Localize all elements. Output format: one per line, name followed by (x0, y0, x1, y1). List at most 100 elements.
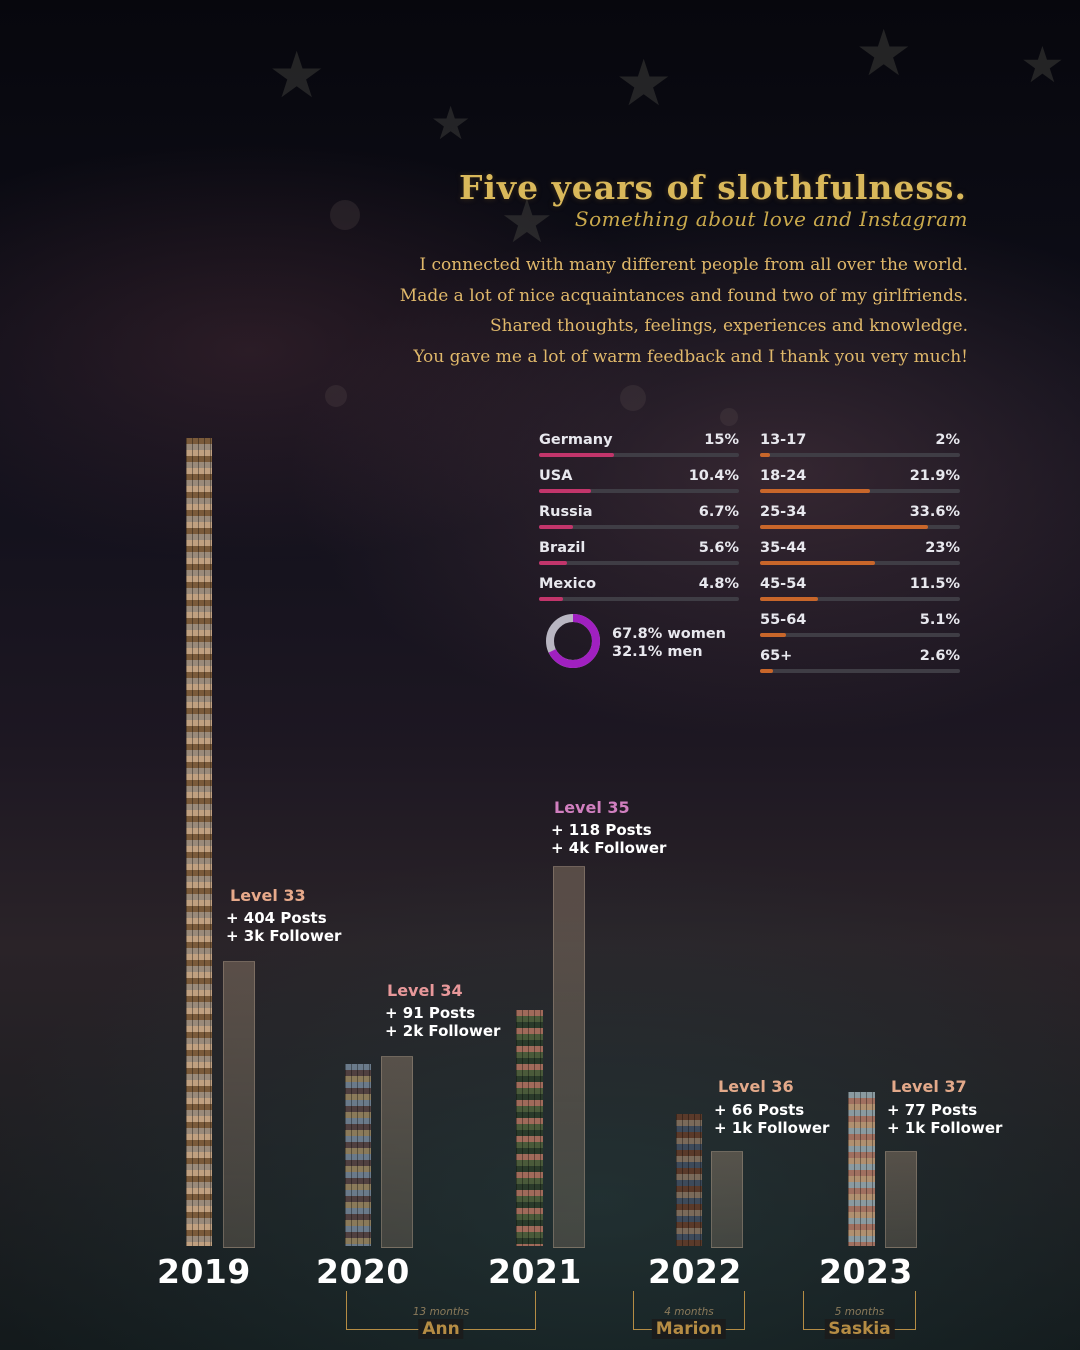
donut-women-arc (546, 614, 600, 668)
donut-chart (546, 614, 600, 668)
age-track (760, 561, 960, 565)
intro-text: I connected with many different people f… (400, 252, 968, 374)
age-row: 25-34 33.6% (760, 504, 960, 540)
relationship-bracket: 4 months Marion (633, 1291, 745, 1339)
country-bar (539, 489, 591, 493)
posts-gain: + 118 Posts (551, 821, 652, 839)
followers-gain: + 4k Follower (551, 839, 667, 857)
relationship-duration: 13 months (412, 1306, 470, 1318)
age-range: 55-64 (760, 612, 807, 628)
bokeh-dot (620, 385, 646, 411)
age-bar (760, 525, 928, 529)
intro-line: You gave me a lot of warm feedback and I… (413, 346, 968, 367)
year-label: 2021 (488, 1252, 582, 1291)
country-track (539, 489, 739, 493)
country-bar (539, 561, 567, 565)
country-row: USA 10.4% (539, 468, 739, 504)
followers-bar (711, 1151, 743, 1248)
country-name: USA (539, 468, 573, 484)
country-row: Germany 15% (539, 432, 739, 468)
country-value: 15% (704, 432, 739, 448)
age-row: 65+ 2.6% (760, 648, 960, 684)
level-label: Level 37 (891, 1077, 967, 1096)
followers-gain: + 3k Follower (226, 927, 342, 945)
relationship-bracket: 5 months Saskia (803, 1291, 916, 1339)
star-icon: ★ (1020, 36, 1065, 94)
year-label: 2019 (157, 1252, 251, 1291)
country-value: 10.4% (688, 468, 739, 484)
level-label: Level 33 (230, 886, 306, 905)
intro-line: I connected with many different people f… (419, 255, 968, 275)
age-value: 21.9% (909, 468, 960, 484)
posts-bar (516, 1010, 543, 1246)
age-range: 45-54 (760, 576, 807, 592)
age-range: 13-17 (760, 432, 807, 448)
country-bar (539, 453, 614, 457)
followers-bar (553, 866, 585, 1248)
intro-line: Shared thoughts, feelings, experiences a… (489, 316, 968, 336)
age-bar (760, 453, 770, 457)
age-range: 65+ (760, 648, 793, 664)
age-range: 18-24 (760, 468, 807, 484)
age-row: 55-64 5.1% (760, 612, 960, 648)
country-bar (539, 597, 563, 601)
age-row: 13-17 2% (760, 432, 960, 468)
country-track (539, 453, 739, 457)
age-bar (760, 597, 818, 601)
relationship-name: Marion (651, 1319, 727, 1339)
year-label: 2020 (316, 1252, 410, 1291)
age-range: 25-34 (760, 504, 807, 520)
posts-gain: + 91 Posts (385, 1004, 476, 1022)
men-share: 32.1% men (612, 644, 703, 660)
intro-line: Made a lot of nice acquaintances and fou… (399, 285, 968, 306)
bokeh-dot (720, 408, 738, 426)
country-value: 4.8% (698, 576, 739, 592)
followers-bar (885, 1151, 917, 1248)
bokeh-dot (325, 385, 347, 407)
age-bar (760, 561, 875, 565)
year-label: 2022 (648, 1252, 742, 1291)
followers-bar (381, 1056, 413, 1248)
country-value: 6.7% (698, 504, 739, 520)
age-value: 2.6% (919, 648, 960, 664)
relationship-bracket: 13 months Ann (346, 1291, 536, 1339)
posts-gain: + 404 Posts (226, 909, 327, 927)
country-name: Russia (539, 504, 593, 520)
posts-gain: + 66 Posts (714, 1101, 805, 1119)
level-label: Level 36 (718, 1077, 794, 1096)
posts-bar (186, 438, 212, 1246)
followers-bar (223, 961, 255, 1248)
star-icon: ★ (430, 96, 472, 150)
age-bar (760, 633, 786, 637)
country-row: Brazil 5.6% (539, 540, 739, 576)
age-track (760, 633, 960, 637)
relationship-name: Ann (418, 1319, 464, 1339)
posts-gain: + 77 Posts (887, 1101, 978, 1119)
page-subtitle: Something about love and Instagram (574, 207, 968, 231)
age-track (760, 453, 960, 457)
country-row: Russia 6.7% (539, 504, 739, 540)
age-row: 35-44 23% (760, 540, 960, 576)
posts-bar (848, 1092, 875, 1246)
country-track (539, 561, 739, 565)
country-track (539, 525, 739, 529)
age-value: 11.5% (909, 576, 960, 592)
age-row: 45-54 11.5% (760, 576, 960, 612)
star-icon: ★ (615, 47, 673, 121)
country-row: Mexico 4.8% (539, 576, 739, 612)
page-title: Five years of slothfulness. (458, 168, 967, 207)
gender-donut (545, 613, 601, 669)
age-value: 23% (925, 540, 960, 556)
relationship-duration: 4 months (664, 1306, 714, 1318)
followers-gain: + 1k Follower (887, 1119, 1003, 1137)
gender-split: 67.8% women 32.1% men (612, 625, 726, 661)
year-label: 2023 (819, 1252, 913, 1291)
age-track (760, 597, 960, 601)
country-value: 5.6% (698, 540, 739, 556)
level-label: Level 35 (554, 798, 630, 817)
followers-gain: + 1k Follower (714, 1119, 830, 1137)
country-stats: Germany 15% USA 10.4% Russia 6.7% Brazil… (539, 432, 739, 612)
country-name: Brazil (539, 540, 586, 556)
relationship-duration: 5 months (834, 1306, 885, 1318)
star-icon: ★ (855, 17, 913, 91)
